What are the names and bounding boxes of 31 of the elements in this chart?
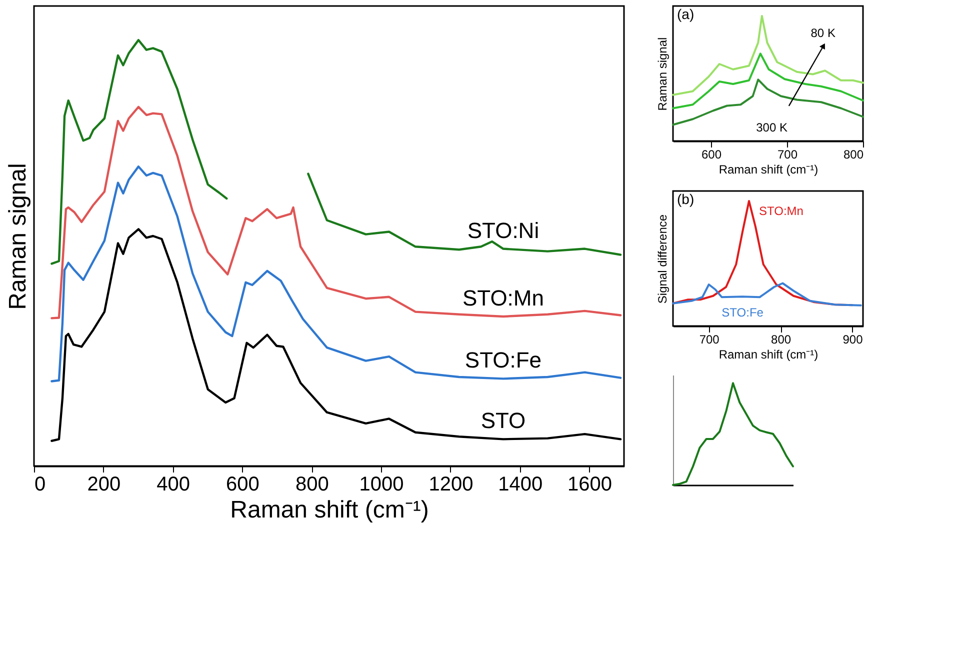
annotation: 80 K: [810, 26, 836, 40]
x-tick-label: 1000: [359, 474, 404, 496]
series-label: STO:Fe: [722, 306, 764, 320]
series-label: STO:Mn: [759, 204, 804, 218]
x-tick-label: 0: [34, 474, 46, 496]
x-tick-label: 1200: [428, 474, 474, 496]
x-tick-label: 200: [87, 474, 121, 496]
y-axis-title: Signal difference: [656, 214, 670, 304]
x-tick-label: 600: [226, 474, 260, 496]
x-tick-label: 600: [701, 148, 722, 162]
x-tick-label: 1400: [498, 474, 543, 496]
x-tick-label: 800: [295, 474, 329, 496]
x-axis-title: Raman shift (cm⁻¹): [718, 162, 818, 176]
series-label: STO:Mn: [462, 286, 544, 310]
annotation: (b): [677, 191, 694, 207]
annotation: (a): [677, 6, 694, 22]
x-tick-label: 800: [771, 332, 792, 346]
x-tick-label: 400: [156, 474, 190, 496]
x-tick-label: 900: [842, 332, 864, 346]
y-axis-title: Raman signal: [4, 163, 32, 310]
x-axis-title: Raman shift (cm⁻¹): [718, 348, 818, 362]
series-label: STO: [480, 408, 526, 434]
x-tick-label: 700: [777, 148, 798, 162]
series-label: STO:Fe: [464, 348, 542, 373]
x-tick-label: 1600: [568, 474, 612, 496]
x-tick-label: 700: [699, 332, 720, 346]
annotation: 300 K: [756, 120, 788, 134]
x-tick-label: 800: [843, 148, 864, 162]
x-axis-title: Raman shift (cm⁻¹): [230, 496, 429, 524]
y-axis-title: Raman signal: [656, 37, 670, 111]
series-label: STO:Ni: [467, 218, 540, 243]
